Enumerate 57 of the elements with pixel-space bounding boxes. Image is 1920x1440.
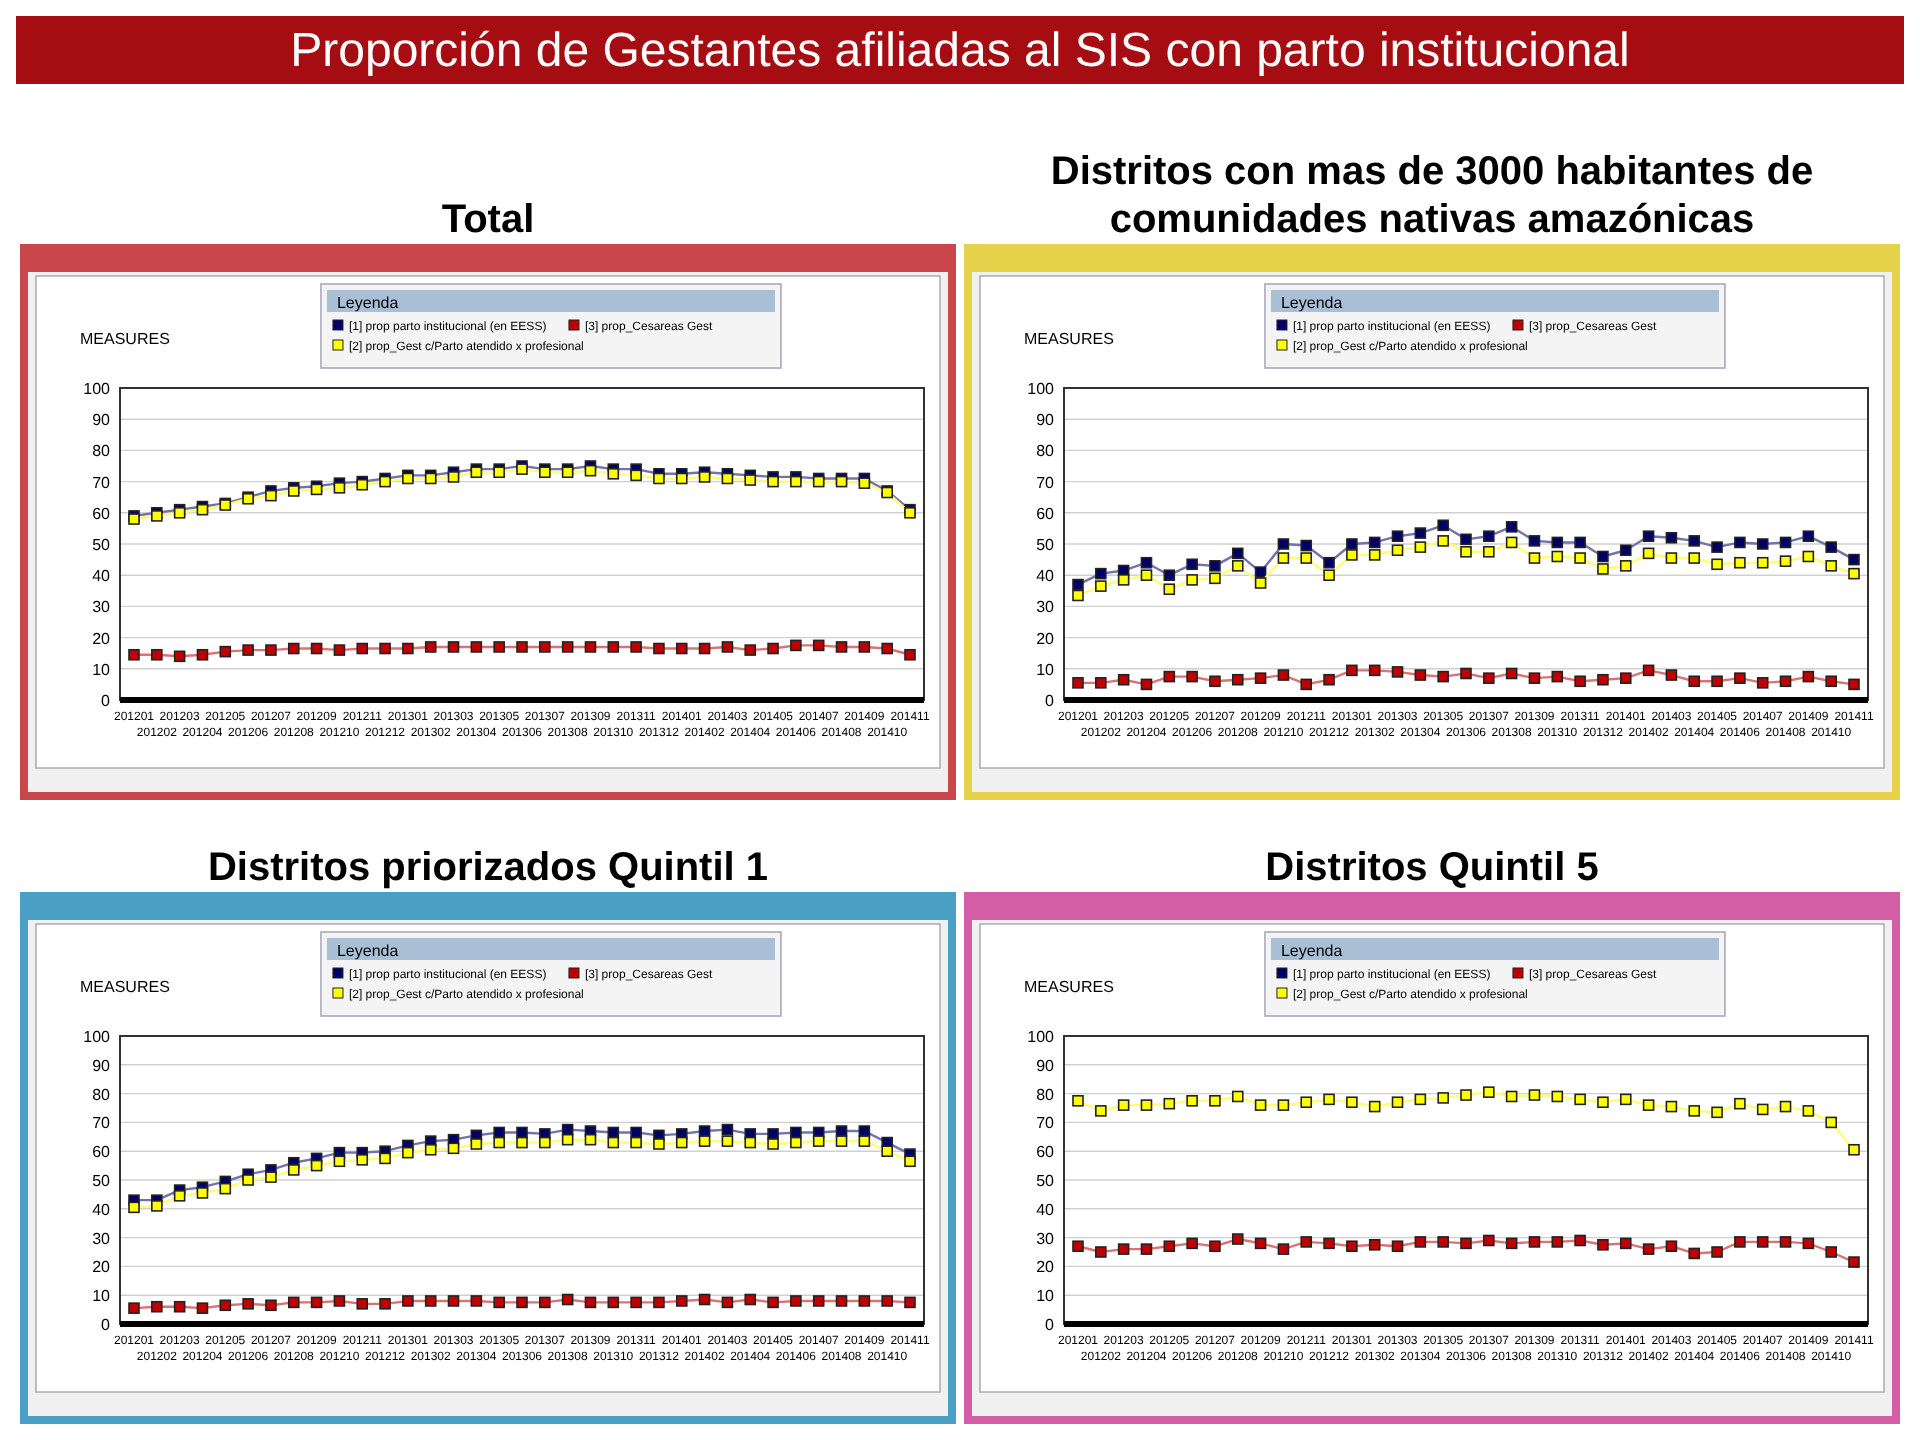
y-tick-label: 80 [92, 442, 112, 461]
y-axis-title: MEASURES [1024, 978, 1114, 996]
y-tick-label: 90 [92, 1056, 112, 1075]
text: Proporción de Gestantes afiliadas al SIS con parto institucional [290, 24, 1630, 78]
y-tick-label: 10 [1036, 660, 1056, 679]
y-tick-label: 80 [1036, 1085, 1056, 1104]
y-tick-label: 90 [92, 411, 112, 430]
y-tick-label: 20 [1036, 629, 1056, 648]
y-tick-label: 30 [92, 1229, 112, 1248]
y-tick-label: 10 [1036, 1287, 1056, 1306]
y-tick-label: 0 [1045, 1316, 1056, 1334]
y-tick-label: 60 [92, 1143, 112, 1162]
chart-title: Total [441, 198, 535, 242]
chart-title: Distritos priorizados Quintil 1 [207, 846, 769, 890]
legend-title: Leyenda [1280, 942, 1344, 960]
y-tick-label: 20 [92, 1258, 112, 1277]
y-tick-label: 80 [92, 1085, 112, 1104]
legend-title: Leyenda [1280, 294, 1344, 312]
y-tick-label: 100 [83, 380, 112, 398]
y-tick-label: 20 [92, 629, 112, 648]
y-tick-label: 70 [1036, 1114, 1056, 1133]
y-tick-label: 60 [1036, 504, 1056, 523]
chart-title: Distritos Quintil 5 [1265, 846, 1599, 890]
y-tick-label: 50 [92, 536, 112, 554]
y-tick-label: 90 [1036, 1056, 1056, 1075]
y-tick-label: 60 [92, 504, 112, 523]
y-axis-title: MEASURES [1024, 330, 1114, 348]
y-tick-label: 30 [92, 598, 112, 617]
y-tick-label: 40 [92, 1200, 112, 1219]
y-tick-label: 0 [1045, 692, 1056, 710]
y-tick-label: 50 [1036, 536, 1056, 554]
y-tick-label: 100 [1027, 380, 1056, 398]
y-tick-label: 10 [92, 660, 112, 679]
legend-title: Leyenda [336, 942, 400, 960]
y-tick-label: 100 [1027, 1028, 1056, 1046]
y-tick-label: 50 [92, 1172, 112, 1190]
y-tick-label: 40 [1036, 567, 1056, 586]
chart-title: Distritos con mas de 3000 habitantes de comunidades nativas amazónicas [1050, 150, 1814, 242]
y-tick-label: 90 [1036, 411, 1056, 430]
y-tick-label: 40 [92, 567, 112, 586]
y-tick-label: 50 [1036, 1172, 1056, 1190]
y-tick-label: 100 [83, 1028, 112, 1046]
legend-title: Leyenda [336, 294, 400, 312]
y-tick-label: 40 [1036, 1200, 1056, 1219]
y-tick-label: 70 [1036, 473, 1056, 492]
y-tick-label: 30 [1036, 598, 1056, 617]
y-axis-title: MEASURES [80, 978, 170, 996]
y-tick-label: 80 [1036, 442, 1056, 461]
y-tick-label: 10 [92, 1287, 112, 1306]
y-tick-label: 20 [1036, 1258, 1056, 1277]
y-axis-title: MEASURES [80, 330, 170, 348]
y-tick-label: 30 [1036, 1229, 1056, 1248]
y-tick-label: 60 [1036, 1143, 1056, 1162]
y-tick-label: 0 [101, 692, 112, 710]
y-tick-label: 0 [101, 1316, 112, 1334]
y-tick-label: 70 [92, 473, 112, 492]
y-tick-label: 70 [92, 1114, 112, 1133]
